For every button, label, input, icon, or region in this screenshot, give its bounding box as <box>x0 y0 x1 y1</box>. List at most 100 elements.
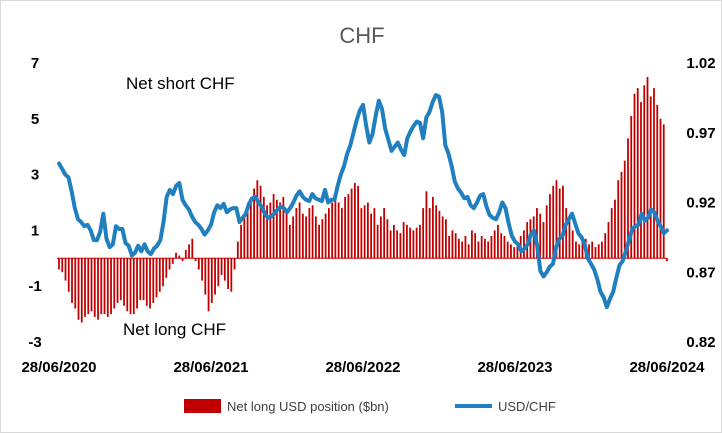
bar <box>181 258 184 262</box>
bar <box>620 171 623 259</box>
bar <box>207 258 210 312</box>
bar <box>223 258 226 281</box>
x-tick-label: 28/06/2021 <box>173 359 248 376</box>
bar <box>142 258 145 301</box>
bar <box>298 202 301 259</box>
bar <box>555 180 558 259</box>
bar <box>74 258 77 309</box>
bar-series <box>58 76 668 323</box>
bar <box>308 208 311 259</box>
usdchf-line <box>57 93 669 310</box>
y-left-tick-label: 3 <box>31 167 39 184</box>
bar <box>458 238 460 259</box>
bar <box>558 188 561 259</box>
bar <box>659 118 662 259</box>
bar <box>327 208 330 259</box>
bar <box>415 227 418 259</box>
bar <box>366 202 369 259</box>
bar <box>119 258 122 301</box>
bar <box>275 199 278 259</box>
bar <box>562 185 564 259</box>
bar <box>230 258 233 292</box>
bar <box>285 213 288 259</box>
bar <box>539 213 542 259</box>
bar <box>249 196 252 259</box>
bar <box>103 258 106 315</box>
bar <box>428 208 431 259</box>
bar <box>162 258 164 287</box>
bar <box>334 199 337 259</box>
y-left-tick-label: -3 <box>28 334 41 351</box>
bar <box>318 224 320 259</box>
bar <box>337 202 340 259</box>
bar <box>194 258 197 262</box>
annotation-net-short: Net short CHF <box>126 74 235 93</box>
bar <box>217 258 220 287</box>
bar <box>357 185 360 259</box>
bar <box>649 96 652 259</box>
bar <box>448 235 451 259</box>
bar <box>630 116 633 259</box>
bar <box>210 258 213 303</box>
bar <box>617 180 620 259</box>
bar <box>386 219 389 259</box>
bar <box>575 241 577 259</box>
bar <box>493 230 496 259</box>
bar <box>607 222 610 259</box>
bar <box>542 222 545 259</box>
bar <box>389 230 392 259</box>
bar <box>292 216 294 259</box>
bar <box>412 230 415 259</box>
bar <box>314 216 317 259</box>
bar <box>178 255 181 259</box>
x-tick-label: 28/06/2020 <box>21 359 96 376</box>
bar <box>106 258 109 317</box>
bar <box>110 258 112 315</box>
bar <box>467 244 470 259</box>
bar <box>363 205 366 259</box>
bar <box>201 258 203 281</box>
bar <box>484 238 486 259</box>
bar <box>90 258 93 312</box>
y-right-tick-label: 0.82 <box>686 334 715 351</box>
bar <box>126 258 129 312</box>
bar <box>168 258 171 270</box>
bar <box>136 258 138 309</box>
y-right-tick-label: 0.97 <box>686 125 715 142</box>
bar <box>402 222 405 259</box>
bar <box>360 208 363 259</box>
y-right-tick-label: 1.02 <box>686 55 715 72</box>
bar <box>643 85 646 259</box>
bar <box>175 252 177 259</box>
bar <box>438 210 441 259</box>
bar <box>256 180 259 259</box>
bar <box>71 258 73 303</box>
y-left-tick-label: 7 <box>31 55 39 72</box>
bar <box>565 208 568 259</box>
legend-bar-label: Net long USD position ($bn) <box>227 399 389 414</box>
bar <box>487 241 490 259</box>
bar <box>311 205 314 259</box>
bar <box>578 244 581 259</box>
bar <box>461 241 464 259</box>
bar <box>523 230 525 259</box>
bar <box>259 185 262 259</box>
bar <box>604 233 607 259</box>
bar <box>243 213 246 259</box>
bar <box>84 258 86 317</box>
chart-title: CHF <box>339 23 384 48</box>
bar <box>58 258 60 270</box>
bar <box>246 208 249 259</box>
bar <box>516 241 519 259</box>
y-left-tick-label: 5 <box>31 111 39 128</box>
bar <box>636 88 639 259</box>
legend-bar-swatch <box>184 399 221 413</box>
bar <box>139 258 142 301</box>
bar <box>379 216 382 259</box>
legend-line-label: USD/CHF <box>498 399 556 414</box>
bar <box>370 213 373 259</box>
bar <box>113 258 116 309</box>
bar <box>344 196 347 259</box>
